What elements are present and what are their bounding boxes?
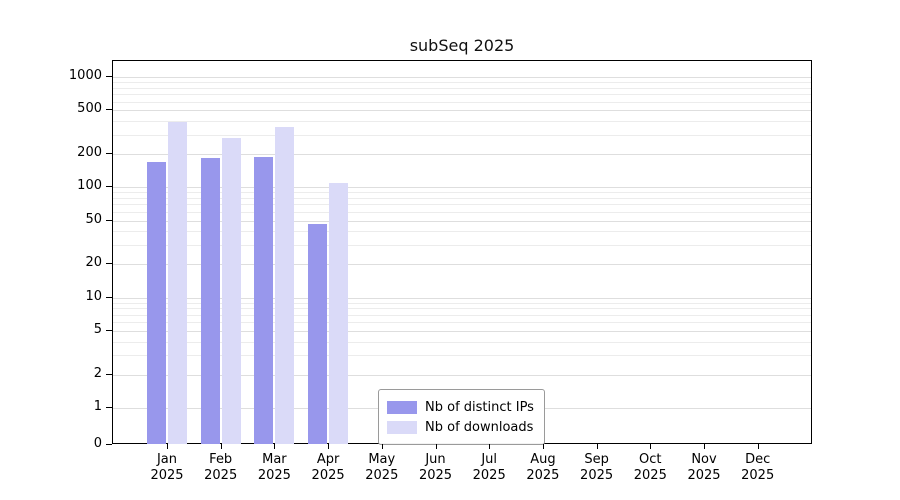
x-tick-label: Jan 2025 [150, 452, 184, 483]
y-tick-mark [106, 186, 112, 188]
y-tick-mark [106, 444, 112, 445]
gridline [113, 330, 811, 332]
y-tick-mark [106, 407, 112, 408]
legend-swatch-distinct-ips [387, 400, 417, 414]
x-tick-label: May 2025 [365, 452, 399, 483]
bar-downloads [168, 122, 187, 444]
gridline [113, 355, 811, 357]
x-tick-mark [328, 444, 330, 449]
y-tick-mark [106, 373, 112, 375]
x-tick-label: Sep 2025 [580, 452, 614, 483]
x-tick-label: Oct 2025 [633, 452, 667, 483]
x-tick-label: Apr 2025 [311, 452, 345, 483]
x-tick-mark [542, 444, 544, 449]
y-tick-label: 200 [77, 145, 102, 161]
y-tick-mark [106, 109, 112, 111]
x-tick-label: Dec 2025 [741, 452, 775, 483]
gridline [113, 120, 811, 122]
gridline [113, 198, 811, 200]
gridline [113, 192, 811, 194]
gridline [113, 264, 811, 266]
gridline [113, 77, 811, 79]
chart-title: subSeq 2025 [409, 36, 515, 55]
y-tick-mark [106, 153, 112, 155]
legend: Nb of distinct IPs Nb of downloads [378, 389, 545, 445]
gridline [113, 231, 811, 233]
y-tick-label: 50 [85, 211, 102, 227]
x-tick-mark [704, 444, 705, 449]
y-tick-mark [106, 296, 112, 298]
gridline [113, 308, 811, 310]
x-tick-label: Jul 2025 [472, 452, 506, 483]
gridline [113, 297, 811, 299]
bar-downloads [275, 127, 295, 444]
gridline [113, 94, 811, 96]
gridline [113, 101, 811, 103]
gridline [113, 245, 811, 247]
legend-label: Nb of distinct IPs [425, 399, 534, 415]
x-tick-mark [757, 444, 759, 449]
y-tick-label: 20 [85, 255, 102, 271]
bar-downloads [221, 138, 241, 444]
bar-distinct-ips [308, 223, 328, 444]
x-tick-label: Mar 2025 [257, 452, 291, 483]
y-tick-label: 5 [93, 321, 102, 337]
y-tick-label: 1000 [68, 68, 102, 84]
x-tick-mark [435, 444, 437, 449]
y-tick-mark [106, 76, 112, 78]
gridline [113, 302, 811, 304]
x-tick-mark [274, 444, 276, 449]
bar-distinct-ips [200, 157, 220, 444]
y-tick-label: 0 [93, 436, 102, 451]
x-tick-mark [167, 444, 168, 449]
legend-item: Nb of downloads [387, 417, 534, 437]
gridline [113, 322, 811, 324]
legend-swatch-downloads [387, 420, 417, 434]
bar-distinct-ips [147, 161, 166, 444]
x-tick-mark [220, 444, 222, 449]
x-tick-label: Nov 2025 [687, 452, 721, 483]
gridline [113, 110, 811, 112]
bar-downloads [329, 182, 349, 444]
x-tick-mark [489, 444, 491, 449]
gridline [113, 134, 811, 136]
bar-distinct-ips [254, 156, 274, 444]
y-tick-mark [106, 219, 112, 221]
x-tick-mark [650, 444, 652, 449]
legend-label: Nb of downloads [425, 419, 534, 435]
x-tick-mark [596, 444, 598, 449]
gridline [113, 374, 811, 376]
x-tick-label: Feb 2025 [204, 452, 238, 483]
x-tick-mark [381, 444, 383, 449]
y-tick-label: 10 [85, 288, 102, 304]
x-tick-label: Jun 2025 [418, 452, 453, 483]
y-tick-mark [106, 329, 112, 331]
y-tick-label: 500 [77, 101, 102, 117]
x-tick-label: Aug 2025 [526, 452, 560, 483]
legend-item: Nb of distinct IPs [387, 397, 534, 417]
gridline [113, 220, 811, 222]
gridline [113, 211, 811, 213]
gridline [113, 341, 811, 343]
y-tick-label: 2 [93, 365, 102, 381]
y-tick-mark [106, 263, 112, 265]
gridline [113, 314, 811, 316]
gridline [113, 187, 811, 189]
y-tick-label: 1 [93, 399, 102, 414]
plot-area: Nb of distinct IPs Nb of downloads [112, 60, 812, 445]
gridline [113, 204, 811, 206]
gridline [113, 154, 811, 156]
gridline [113, 82, 811, 84]
y-tick-label: 100 [77, 178, 102, 194]
gridline [113, 87, 811, 89]
